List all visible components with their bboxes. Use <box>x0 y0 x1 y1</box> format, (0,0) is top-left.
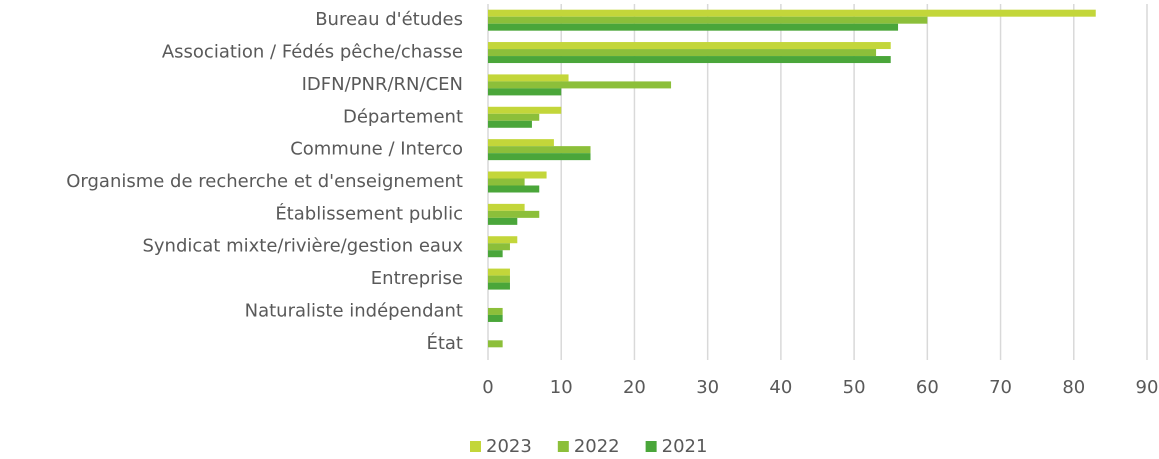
y-tick-label: Syndicat mixte/rivière/gestion eaux <box>142 236 463 257</box>
bar <box>488 250 503 258</box>
bar <box>488 120 532 128</box>
y-tick-label: Département <box>343 106 463 127</box>
legend-swatch <box>645 441 657 452</box>
legend-label: 2023 <box>486 436 532 457</box>
x-tick-label: 60 <box>916 377 939 398</box>
x-tick-label: 20 <box>623 377 646 398</box>
bar <box>488 178 525 186</box>
bar <box>488 236 518 244</box>
x-tick-label: 70 <box>989 377 1012 398</box>
bar <box>488 74 569 82</box>
bar <box>488 81 672 89</box>
y-tick-label: Naturaliste indépendant <box>245 300 463 321</box>
bar <box>488 275 510 283</box>
bar <box>488 185 540 193</box>
bar <box>488 268 510 276</box>
x-tick-label: 90 <box>1136 377 1159 398</box>
x-tick-label: 10 <box>550 377 573 398</box>
y-tick-label: Entreprise <box>371 268 463 289</box>
y-tick-label: Commune / Interco <box>290 139 463 160</box>
bar <box>488 88 562 96</box>
bar <box>488 243 510 251</box>
bar <box>488 282 510 290</box>
bar <box>488 340 503 348</box>
legend-label: 2021 <box>662 436 708 457</box>
bar <box>488 113 540 121</box>
bar <box>488 23 899 31</box>
bar <box>488 42 891 50</box>
legend-swatch <box>470 441 481 452</box>
y-tick-label: État <box>426 332 463 354</box>
x-tick-label: 0 <box>482 377 493 398</box>
y-tick-label: Établissement public <box>275 202 463 224</box>
bar <box>488 16 928 24</box>
bar <box>488 210 540 218</box>
bar <box>488 307 503 315</box>
legend-swatch <box>557 441 569 452</box>
y-tick-label: Organisme de recherche et d'enseignement <box>66 171 463 192</box>
bar <box>488 9 1096 17</box>
y-tick-label: Association / Fédés pêche/chasse <box>162 42 463 63</box>
bar <box>488 171 547 179</box>
bar <box>488 203 525 211</box>
x-tick-label: 40 <box>769 377 792 398</box>
x-tick-label: 30 <box>696 377 719 398</box>
x-tick-label: 50 <box>843 377 866 398</box>
bar <box>488 153 591 161</box>
bar <box>488 217 518 225</box>
bar <box>488 139 554 147</box>
bar <box>488 146 591 154</box>
y-tick-label: IDFN/PNR/RN/CEN <box>302 74 463 95</box>
bar <box>488 106 562 114</box>
y-tick-label: Bureau d'études <box>315 9 463 30</box>
x-tick-label: 80 <box>1062 377 1085 398</box>
bar <box>488 56 891 64</box>
bar <box>488 314 503 322</box>
bar <box>488 49 877 57</box>
legend-label: 2022 <box>574 436 620 457</box>
